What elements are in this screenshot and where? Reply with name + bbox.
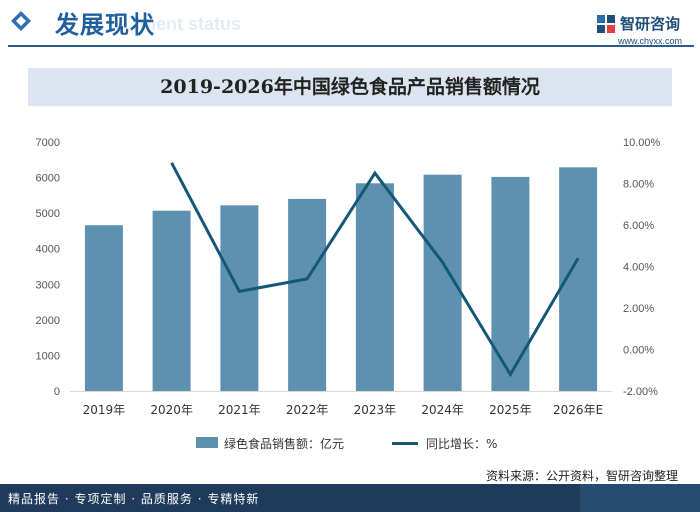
x-tick-label: 2026年E xyxy=(553,403,603,417)
brand-url: www.chyxx.com xyxy=(618,36,683,46)
footer-slogan: 精品报告 · 专项定制 · 品质服务 · 专精特新 xyxy=(8,492,260,506)
left-tick-label: 4000 xyxy=(36,244,60,256)
left-tick-label: 5000 xyxy=(36,208,60,220)
brand-name: 智研咨询 xyxy=(620,15,681,33)
right-tick-label: -2.00% xyxy=(623,386,658,398)
bar-1 xyxy=(152,210,191,391)
right-tick-label: 6.00% xyxy=(623,220,654,232)
x-tick-label: 2023年 xyxy=(354,403,397,417)
legend-bar-label: 绿色食品销售额：亿元 xyxy=(224,437,345,451)
line-series xyxy=(170,162,580,378)
x-tick-label: 2025年 xyxy=(489,403,532,417)
x-tick-label: 2019年 xyxy=(83,403,126,417)
bar-3 xyxy=(288,198,327,391)
left-tick-label: 0 xyxy=(54,386,60,398)
x-tick-label: 2022年 xyxy=(286,403,329,417)
right-tick-label: 2.00% xyxy=(623,303,654,315)
chart-title-bar: 2019-2026年中国绿色食品产品销售额情况 xyxy=(28,68,672,106)
legend-line-label: 同比增长：% xyxy=(426,437,498,451)
x-tick-label: 2024年 xyxy=(421,403,464,417)
bar-6 xyxy=(491,176,530,391)
right-tick-label: 10.00% xyxy=(623,137,661,149)
left-tick-label: 1000 xyxy=(36,350,60,362)
legend-bar-swatch xyxy=(196,437,218,448)
right-axis: -2.00% 0.00% 2.00% 4.00% 6.00% 8.00% 10.00% xyxy=(623,137,661,398)
x-tick-label: 2021年 xyxy=(218,403,261,417)
left-tick-label: 2000 xyxy=(36,315,60,327)
brand-logo: 智研咨询 www.chyxx.com xyxy=(596,14,696,46)
brand-logo-icon xyxy=(597,15,615,33)
x-tick-label: 2020年 xyxy=(150,403,193,417)
header-band: ment status 发展现状 智研咨询 www.chyxx.com xyxy=(0,0,700,48)
left-tick-label: 7000 xyxy=(36,137,60,149)
header-divider xyxy=(8,45,694,47)
footer-decoration xyxy=(580,484,700,512)
x-axis: 2019年 2020年 2021年 2022年 2023年 2024年 2025年 2026年… xyxy=(70,391,612,417)
chart-legend: 绿色食品销售额：亿元 同比增长：% xyxy=(196,434,556,452)
right-tick-label: 0.00% xyxy=(623,345,654,357)
left-axis: 0 1000 2000 3000 4000 5000 6000 7000 xyxy=(36,137,60,398)
legend-line-swatch xyxy=(392,442,418,445)
left-tick-label: 3000 xyxy=(36,279,60,291)
left-tick-label: 6000 xyxy=(36,173,60,185)
page-title: 发展现状 xyxy=(55,11,155,39)
right-tick-label: 8.00% xyxy=(623,179,654,191)
source-note: 资料来源：公开资料，智研咨询整理 xyxy=(486,469,679,483)
header-subtitle: ment status xyxy=(140,14,242,34)
header-diamond-icon xyxy=(11,11,31,31)
bar-2 xyxy=(220,205,259,391)
right-tick-label: 4.00% xyxy=(623,262,654,274)
footer-band: 精品报告 · 专项定制 · 品质服务 · 专精特新 xyxy=(0,484,700,512)
bar-4 xyxy=(355,183,394,391)
chart-title: 2019-2026年中国绿色食品产品销售额情况 xyxy=(160,76,540,98)
bar-0 xyxy=(84,225,123,391)
